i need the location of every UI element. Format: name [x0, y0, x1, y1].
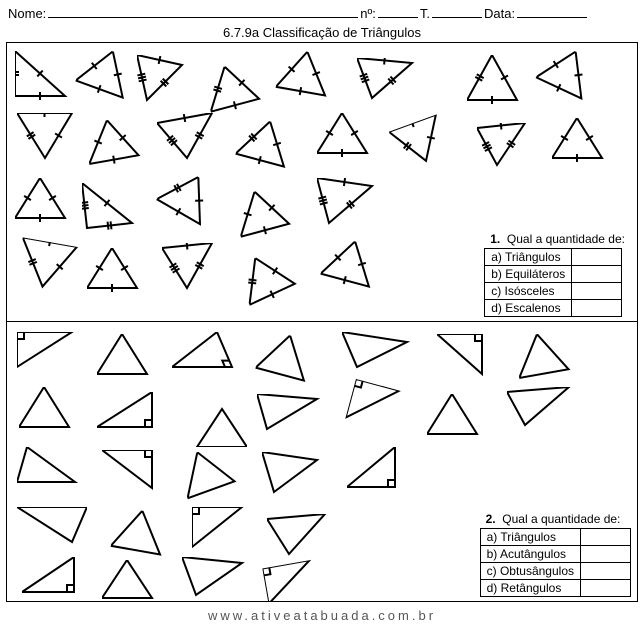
- answer-value[interactable]: [581, 529, 631, 546]
- worksheet-title: 6.7.9a Classificação de Triângulos: [0, 23, 644, 42]
- answer-label: b) Acutângulos: [480, 546, 580, 563]
- worksheet-header: Nome: nº: T. Data:: [0, 0, 644, 23]
- number-label: nº:: [360, 6, 376, 21]
- triangle-icon: [477, 123, 547, 183]
- triangle-icon: [437, 334, 507, 394]
- triangle-icon: [147, 165, 238, 252]
- answer-label: d) Escalenos: [485, 300, 572, 317]
- triangle-icon: [389, 108, 475, 188]
- number-blank[interactable]: [378, 4, 418, 18]
- answer-label: c) Isósceles: [485, 283, 572, 300]
- date-blank[interactable]: [517, 4, 587, 18]
- question-2-text: Qual a quantidade de:: [502, 512, 620, 526]
- triangle-icon: [230, 115, 313, 191]
- triangle-icon: [15, 178, 85, 238]
- answer-table-1: a) Triângulosb) Equiláterosc) Isóscelesd…: [484, 248, 622, 317]
- triangle-icon: [272, 47, 351, 118]
- triangle-icon: [347, 447, 417, 507]
- table-row: d) Escalenos: [485, 300, 622, 317]
- triangle-icon: [162, 243, 232, 303]
- triangle-icon: [102, 450, 172, 510]
- table-row: b) Equiláteros: [485, 266, 622, 283]
- answer-value[interactable]: [572, 283, 622, 300]
- name-blank[interactable]: [48, 4, 358, 18]
- question-2-number: 2.: [486, 512, 496, 526]
- triangle-icon: [19, 387, 89, 447]
- triangle-icon: [22, 557, 92, 602]
- triangle-icon: [230, 180, 313, 256]
- triangle-icon: [17, 447, 87, 507]
- class-blank[interactable]: [432, 4, 482, 18]
- triangle-icon: [357, 58, 427, 118]
- answer-value[interactable]: [572, 249, 622, 266]
- triangle-icon: [317, 113, 387, 173]
- triangle-icon: [82, 183, 152, 243]
- name-label: Nome:: [8, 6, 46, 21]
- triangle-icon: [17, 113, 87, 173]
- table-row: a) Triângulos: [485, 249, 622, 266]
- table-row: b) Acutângulos: [480, 546, 630, 563]
- triangle-icon: [137, 55, 207, 115]
- triangle-icon: [174, 437, 260, 517]
- triangle-icon: [182, 557, 252, 602]
- question-1-text: Qual a quantidade de:: [507, 232, 625, 246]
- question-box-2: 2. Qual a quantidade de: a) Triângulosb)…: [480, 510, 631, 597]
- triangle-icon: [102, 560, 172, 602]
- triangle-icon: [97, 334, 167, 394]
- triangle-icon: [507, 387, 577, 447]
- answer-value[interactable]: [581, 546, 631, 563]
- answer-value[interactable]: [581, 563, 631, 580]
- answer-label: a) Triângulos: [480, 529, 580, 546]
- question-box-1: 1. Qual a quantidade de: a) Triângulosb)…: [484, 230, 631, 317]
- triangle-icon: [172, 332, 242, 392]
- triangle-icon: [157, 113, 227, 173]
- answer-label: d) Retângulos: [480, 580, 580, 597]
- table-row: c) Obtusângulos: [480, 563, 630, 580]
- answer-value[interactable]: [572, 266, 622, 283]
- answer-label: b) Equiláteros: [485, 266, 572, 283]
- triangle-icon: [262, 452, 332, 512]
- table-row: c) Isósceles: [485, 283, 622, 300]
- triangle-icon: [467, 55, 537, 115]
- panel-angles: 2. Qual a quantidade de: a) Triângulosb)…: [6, 322, 638, 602]
- class-label: T.: [420, 6, 430, 21]
- answer-value[interactable]: [581, 580, 631, 597]
- triangle-icon: [315, 235, 398, 311]
- answer-label: a) Triângulos: [485, 249, 572, 266]
- answer-table-2: a) Triângulosb) Acutângulosc) Obtusângul…: [480, 528, 631, 597]
- triangle-icon: [427, 394, 497, 454]
- triangle-icon: [97, 392, 167, 452]
- triangle-icon: [552, 118, 622, 178]
- triangle-icon: [257, 394, 327, 454]
- triangle-icon: [342, 332, 412, 392]
- footer-url: www.ativeatabuada.com.br: [0, 602, 644, 623]
- triangle-icon: [317, 178, 387, 238]
- table-row: a) Triângulos: [480, 529, 630, 546]
- answer-label: c) Obtusângulos: [480, 563, 580, 580]
- triangle-icon: [12, 237, 91, 308]
- date-label: Data:: [484, 6, 515, 21]
- question-1-number: 1.: [490, 232, 500, 246]
- triangle-icon: [87, 248, 157, 308]
- answer-value[interactable]: [572, 300, 622, 317]
- triangle-icon: [528, 42, 617, 125]
- triangle-icon: [17, 332, 87, 392]
- panel-sides: 1. Qual a quantidade de: a) Triângulosb)…: [6, 42, 638, 322]
- triangle-icon: [82, 112, 161, 183]
- table-row: d) Retângulos: [480, 580, 630, 597]
